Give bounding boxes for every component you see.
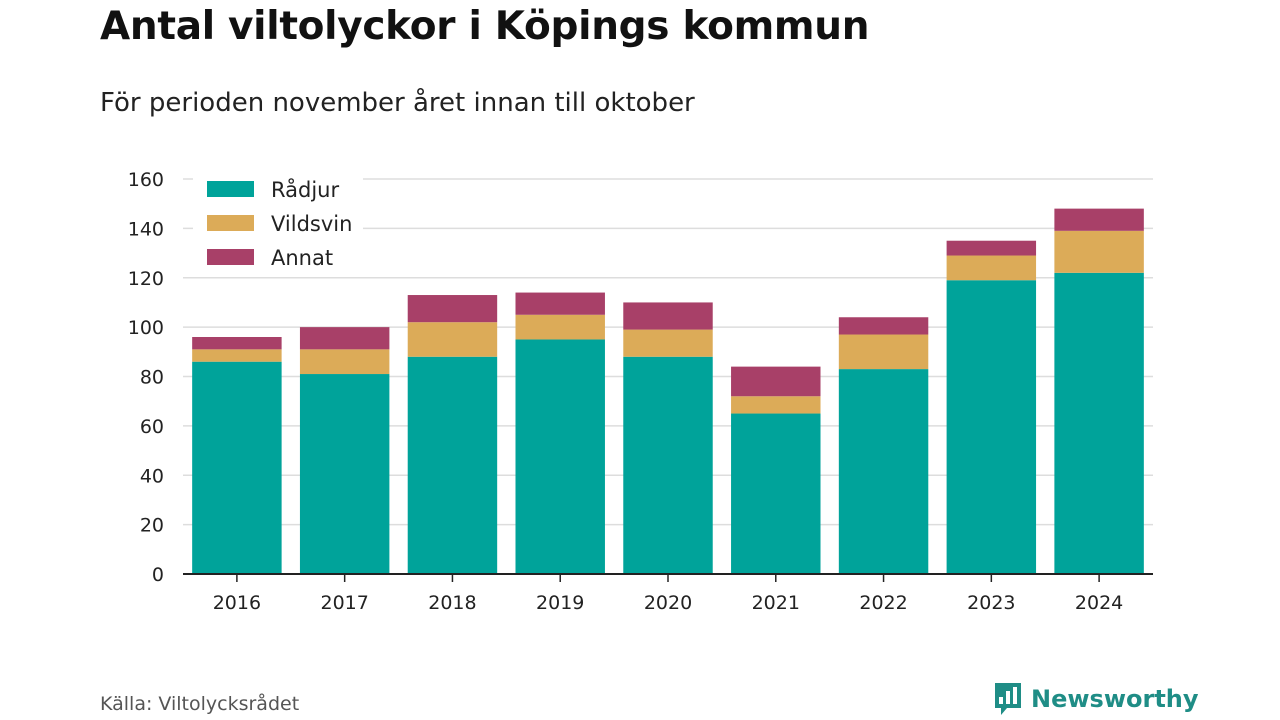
legend-label: Vildsvin bbox=[271, 212, 352, 236]
bar-segment bbox=[731, 413, 821, 574]
x-tick-label: 2018 bbox=[428, 592, 476, 614]
x-tick-label: 2024 bbox=[1075, 592, 1123, 614]
x-tick-label: 2020 bbox=[644, 592, 692, 614]
bar-segment bbox=[731, 366, 821, 397]
bar-segment bbox=[838, 334, 929, 370]
y-tick-label: 0 bbox=[152, 564, 164, 586]
bar-segment bbox=[623, 356, 713, 574]
x-tick-label: 2019 bbox=[536, 592, 584, 614]
x-tick-label: 2016 bbox=[213, 592, 261, 614]
y-tick-label: 80 bbox=[140, 367, 164, 389]
y-tick-label: 60 bbox=[140, 416, 164, 438]
newsworthy-logo-icon bbox=[995, 683, 1021, 715]
brand-name: Newsworthy bbox=[1031, 685, 1199, 713]
x-tick-label: 2022 bbox=[859, 592, 907, 614]
legend-label: Annat bbox=[271, 246, 333, 270]
bar-segment bbox=[731, 396, 821, 414]
x-tick-label: 2021 bbox=[752, 592, 800, 614]
legend-swatch bbox=[207, 249, 254, 265]
bar-segment bbox=[192, 361, 282, 574]
bar-segment bbox=[407, 295, 498, 323]
x-tick-label: 2023 bbox=[967, 592, 1015, 614]
bar-segment bbox=[623, 329, 713, 357]
bar-segment bbox=[515, 292, 605, 315]
legend-swatch bbox=[207, 181, 254, 197]
y-tick-label: 120 bbox=[128, 268, 164, 290]
bar-segment bbox=[1054, 230, 1144, 273]
y-tick-label: 20 bbox=[140, 515, 164, 537]
bar-segment bbox=[946, 280, 1037, 574]
bar-segment bbox=[1054, 272, 1144, 574]
bar-segment bbox=[407, 356, 498, 574]
bar-segment bbox=[407, 322, 498, 357]
source-note: Källa: Viltolycksrådet bbox=[100, 693, 300, 715]
bar-segment bbox=[515, 339, 605, 574]
chart-subtitle: För perioden november året innan till ok… bbox=[100, 88, 695, 118]
bar-segment bbox=[838, 369, 929, 574]
bar-segment bbox=[838, 317, 929, 335]
bar-segment bbox=[623, 302, 713, 330]
bar-segment bbox=[299, 374, 390, 574]
legend-swatch bbox=[207, 215, 254, 231]
brand-logo[interactable]: Newsworthy bbox=[993, 682, 1199, 716]
bar-segment bbox=[299, 349, 390, 375]
bar-segment bbox=[299, 327, 390, 350]
bar-segment bbox=[515, 314, 605, 340]
axes: 0 20 40 60 80 100 120 140 160 2016 2017 2018 2019 202… bbox=[128, 169, 1153, 614]
bar-segment bbox=[946, 255, 1037, 281]
legend-label: Rådjur bbox=[271, 177, 339, 202]
y-tick-label: 140 bbox=[128, 218, 164, 240]
y-tick-label: 160 bbox=[128, 169, 164, 191]
y-tick-label: 100 bbox=[128, 317, 164, 339]
bar-segment bbox=[946, 240, 1037, 256]
chart-title: Antal viltolyckor i Köpings kommun bbox=[100, 4, 870, 49]
bar-segment bbox=[192, 337, 282, 350]
bar-segment bbox=[192, 349, 282, 362]
legend: Rådjur Vildsvin Annat bbox=[193, 168, 363, 276]
bar-segment bbox=[1054, 208, 1144, 231]
y-tick-label: 40 bbox=[140, 465, 164, 487]
bars bbox=[192, 208, 1144, 574]
x-tick-label: 2017 bbox=[320, 592, 368, 614]
